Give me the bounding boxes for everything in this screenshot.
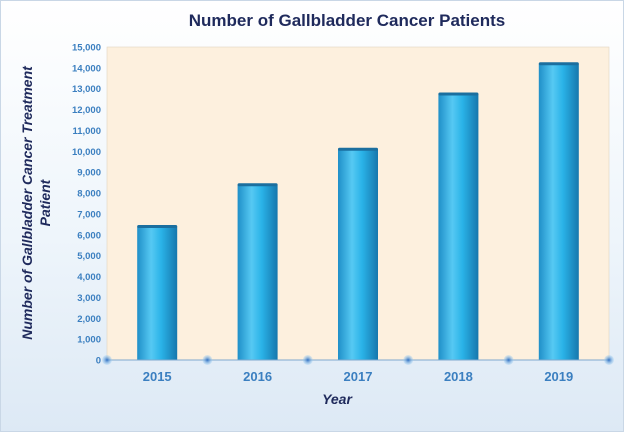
bar-2016 [237,184,278,360]
y-tick-label: 0 [96,356,101,367]
y-tick-label: 13,000 [72,84,101,95]
y-axis-ticks: 0 1,000 2,000 3,000 4,000 5,000 6,000 7,000 8,00… [72,43,101,367]
y-tick-label: 12,000 [72,105,101,116]
x-axis-dot-marker [503,355,514,365]
x-tick-label: 2019 [544,369,573,384]
x-tick-label: 2015 [143,369,172,384]
x-axis-dot-marker [403,355,414,365]
bar-cap-2016 [237,183,278,187]
x-axis-ticks: 2015 2016 2017 2018 2019 [143,369,574,384]
x-axis-dot-marker [302,355,313,365]
x-axis [102,355,614,365]
x-axis-dot-marker [102,355,112,365]
bar-2019 [538,63,579,361]
y-tick-label: 15,000 [72,43,101,54]
bar-2015 [137,226,178,360]
y-tick-label: 6,000 [77,230,101,241]
y-tick-label: 14,000 [72,63,101,74]
bar-cap-2019 [538,62,579,66]
x-axis-dot-marker [202,355,213,365]
bar-2017 [338,149,378,360]
x-tick-label: 2018 [444,369,473,384]
bar-cap-2017 [338,147,378,151]
bars [137,62,579,361]
y-tick-label: 2,000 [77,314,101,325]
chart-title: Number of Gallbladder Cancer Patients [189,11,505,30]
bar-cap-2018 [438,92,479,96]
y-axis-label-line-2: Patient [37,178,53,226]
y-tick-label: 5,000 [77,251,101,262]
y-tick-label: 11,000 [72,126,101,137]
y-tick-label: 10,000 [72,147,101,158]
y-tick-label: 3,000 [77,293,101,304]
bar-2018 [438,93,479,360]
x-axis-dot-marker [604,355,614,365]
bar-cap-2015 [137,224,178,228]
y-tick-label: 1,000 [77,335,101,346]
y-tick-label: 4,000 [77,272,101,283]
y-tick-label: 8,000 [77,189,101,200]
y-axis-label-line-1: Number of Gallbladder Cancer Treatment [19,65,35,340]
x-axis-label: Year [322,391,353,407]
x-tick-label: 2016 [243,369,272,384]
y-tick-label: 9,000 [77,168,101,179]
x-tick-label: 2017 [344,369,373,384]
y-axis-label: Number of Gallbladder Cancer Treatment P… [19,65,53,340]
y-tick-label: 7,000 [77,209,101,220]
